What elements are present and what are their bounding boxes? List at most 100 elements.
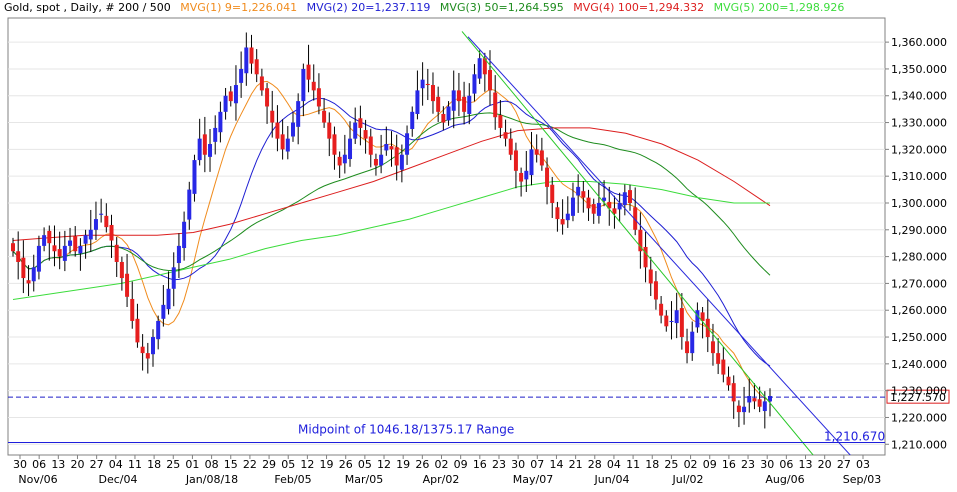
- candle-body: [93, 219, 98, 230]
- candle-body: [187, 189, 192, 220]
- candle-body: [239, 68, 244, 83]
- y-tick-label: 1,350.000: [891, 63, 947, 76]
- candle-body: [519, 172, 524, 182]
- x-tick-label: 12: [300, 458, 314, 471]
- x-tick-label: 30: [511, 458, 525, 471]
- candle-body: [477, 58, 482, 79]
- y-tick-label: 1,330.000: [891, 117, 947, 130]
- x-tick-label: 14: [549, 458, 563, 471]
- candle-body: [410, 111, 415, 129]
- x-month-label: Sep/03: [843, 473, 881, 486]
- candle-body: [36, 245, 41, 272]
- chart-legend: Gold, spot , Daily, # 200 / 500 MVG(1) 9…: [4, 1, 844, 14]
- ma-line-mvg5: [12, 181, 770, 300]
- candle-body: [62, 245, 67, 261]
- candle-body: [425, 83, 430, 86]
- candle-body: [342, 154, 347, 164]
- x-tick-label: 21: [569, 458, 583, 471]
- candle-body: [731, 383, 736, 402]
- y-tick-label: 1,310.000: [891, 170, 947, 183]
- candle-body: [394, 147, 399, 166]
- candle-body: [607, 201, 612, 209]
- candle-body: [602, 197, 607, 201]
- x-tick-label: 09: [703, 458, 717, 471]
- candle-body: [150, 337, 155, 355]
- x-tick-label: 06: [32, 458, 46, 471]
- x-tick-label: 25: [166, 458, 180, 471]
- x-tick-label: 19: [320, 458, 334, 471]
- candle-body: [752, 398, 757, 402]
- candle-body: [135, 318, 140, 343]
- candle-body: [11, 243, 15, 252]
- plot-area: [7, 17, 886, 456]
- candle-body: [290, 122, 295, 137]
- candle-body: [524, 170, 529, 180]
- x-tick-label: 25: [664, 458, 678, 471]
- candle-body: [109, 224, 114, 241]
- y-tick-label: 1,280.000: [891, 251, 947, 264]
- candle-body: [259, 76, 264, 91]
- candle-body: [430, 85, 435, 102]
- y-tick-label: 1,360.000: [891, 36, 947, 49]
- y-tick-label: 1,340.000: [891, 90, 947, 103]
- x-tick-label: 15: [224, 458, 238, 471]
- x-month-label: Jul/02: [672, 473, 704, 486]
- candle-body: [685, 341, 690, 354]
- candle-body: [462, 96, 467, 112]
- candle-body: [695, 310, 700, 328]
- candle-body: [508, 138, 513, 155]
- x-tick-label: 20: [818, 458, 832, 471]
- legend-mvg4: MVG(4) 100=1,294.332: [573, 1, 704, 14]
- candle-body: [441, 113, 446, 123]
- candle-body: [399, 154, 404, 170]
- trendline-blue: [467, 36, 851, 455]
- x-tick-label: 12: [377, 458, 391, 471]
- x-tick-label: 06: [779, 458, 793, 471]
- candle-body: [16, 251, 21, 262]
- candle-body: [591, 204, 596, 214]
- y-tick-label: 1,220.000: [891, 411, 947, 424]
- x-tick-label: 03: [856, 458, 870, 471]
- midpoint-annotation: Midpoint of 1046.18/1375.17 Range: [298, 422, 514, 436]
- y-tick-label: 1,230.000: [891, 385, 947, 398]
- candle-body: [358, 118, 363, 128]
- candle-body: [586, 197, 591, 209]
- x-tick-label: 05: [358, 458, 372, 471]
- legend-mvg1: MVG(1) 9=1,226.041: [180, 1, 297, 14]
- candle-body: [565, 213, 570, 221]
- candle-body: [716, 353, 721, 364]
- x-tick-label: 11: [626, 458, 640, 471]
- candle-body: [379, 154, 384, 166]
- x-tick-label: 29: [262, 458, 276, 471]
- x-month-label: Apr/02: [423, 473, 460, 486]
- candle-body: [130, 298, 135, 321]
- candle-body: [156, 320, 161, 340]
- candle-body: [612, 208, 617, 214]
- candle-body: [337, 156, 342, 166]
- x-month-label: Feb/05: [274, 473, 311, 486]
- candle-body: [52, 245, 57, 252]
- x-tick-label: 16: [473, 458, 487, 471]
- y-tick-label: 1,290.000: [891, 224, 947, 237]
- candle-body: [316, 88, 321, 107]
- x-tick-label: 02: [684, 458, 698, 471]
- candle-body: [21, 257, 26, 279]
- candle-body: [488, 70, 493, 91]
- candle-body: [254, 59, 259, 75]
- x-month-label: May/07: [513, 473, 553, 486]
- candle-body: [405, 133, 410, 155]
- x-tick-label: 13: [51, 458, 65, 471]
- candle-body: [244, 47, 249, 74]
- x-tick-label: 05: [281, 458, 295, 471]
- x-tick-label: 30: [760, 458, 774, 471]
- candle-body: [280, 134, 285, 150]
- candle-body: [451, 90, 456, 111]
- candle-body: [493, 92, 498, 118]
- candle-body: [659, 303, 664, 316]
- candle-body: [653, 281, 658, 300]
- candle-body: [213, 127, 218, 142]
- candle-body: [503, 132, 508, 139]
- y-tick-label: 1,210.000: [891, 438, 947, 451]
- candle-body: [332, 134, 337, 155]
